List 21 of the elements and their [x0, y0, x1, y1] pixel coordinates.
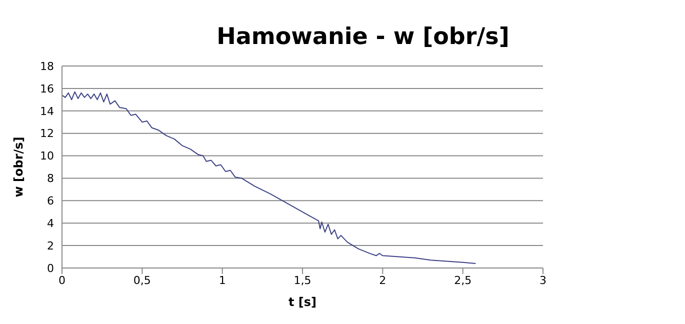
y-axis-title: w [obr/s] [11, 136, 26, 198]
x-axis-title: t [s] [288, 295, 317, 309]
y-tick-label: 16 [40, 82, 54, 96]
y-tick-label: 0 [47, 262, 54, 275]
y-tick-label: 4 [47, 217, 54, 230]
x-tick-label: 2 [379, 274, 386, 287]
x-tick-label: 1 [218, 274, 226, 287]
x-tick-label: 0,5 [133, 274, 151, 287]
y-tick-label: 10 [40, 150, 54, 163]
x-tick-label: 3 [540, 274, 546, 287]
line-series [62, 91, 476, 264]
chart-title: Hamowanie - w [obr/s] [216, 24, 510, 50]
y-tick-label: 2 [47, 239, 54, 252]
y-tick-label: 18 [40, 60, 54, 73]
y-tick-label: 14 [40, 104, 54, 118]
y-tick-label: 6 [47, 194, 54, 208]
y-tick-label: 12 [40, 127, 54, 140]
x-tick-label: 0 [58, 274, 66, 287]
y-tick-label: 8 [47, 172, 54, 186]
x-tick-label: 2,5 [454, 274, 472, 287]
x-tick-label: 1,5 [294, 274, 312, 287]
